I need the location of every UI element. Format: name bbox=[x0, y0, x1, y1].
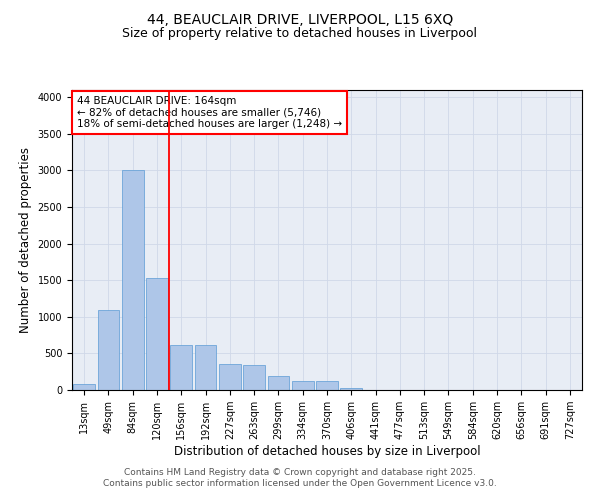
Bar bbox=[73, 384, 95, 390]
Bar bbox=[243, 365, 265, 390]
Bar bbox=[268, 376, 289, 390]
Bar bbox=[170, 344, 192, 390]
Bar bbox=[122, 170, 143, 390]
Bar bbox=[219, 364, 241, 390]
Y-axis label: Number of detached properties: Number of detached properties bbox=[19, 147, 32, 333]
Bar bbox=[146, 278, 168, 390]
Bar bbox=[340, 388, 362, 390]
Text: Contains HM Land Registry data © Crown copyright and database right 2025.
Contai: Contains HM Land Registry data © Crown c… bbox=[103, 468, 497, 487]
Bar bbox=[292, 381, 314, 390]
Text: 44, BEAUCLAIR DRIVE, LIVERPOOL, L15 6XQ: 44, BEAUCLAIR DRIVE, LIVERPOOL, L15 6XQ bbox=[147, 12, 453, 26]
Bar bbox=[316, 381, 338, 390]
Bar bbox=[194, 344, 217, 390]
X-axis label: Distribution of detached houses by size in Liverpool: Distribution of detached houses by size … bbox=[173, 445, 481, 458]
Text: Size of property relative to detached houses in Liverpool: Size of property relative to detached ho… bbox=[122, 28, 478, 40]
Text: 44 BEAUCLAIR DRIVE: 164sqm
← 82% of detached houses are smaller (5,746)
18% of s: 44 BEAUCLAIR DRIVE: 164sqm ← 82% of deta… bbox=[77, 96, 342, 129]
Bar bbox=[97, 310, 119, 390]
